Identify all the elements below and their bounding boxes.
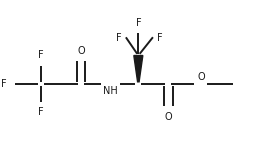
Text: F: F [2, 79, 7, 89]
Text: O: O [165, 112, 172, 122]
Text: F: F [117, 33, 122, 43]
Text: O: O [77, 46, 85, 56]
Text: NH: NH [103, 86, 118, 96]
Text: F: F [38, 50, 44, 60]
Text: O: O [197, 72, 205, 82]
Polygon shape [134, 55, 143, 82]
Text: F: F [136, 18, 141, 28]
Text: F: F [157, 33, 163, 43]
Text: F: F [38, 107, 44, 117]
